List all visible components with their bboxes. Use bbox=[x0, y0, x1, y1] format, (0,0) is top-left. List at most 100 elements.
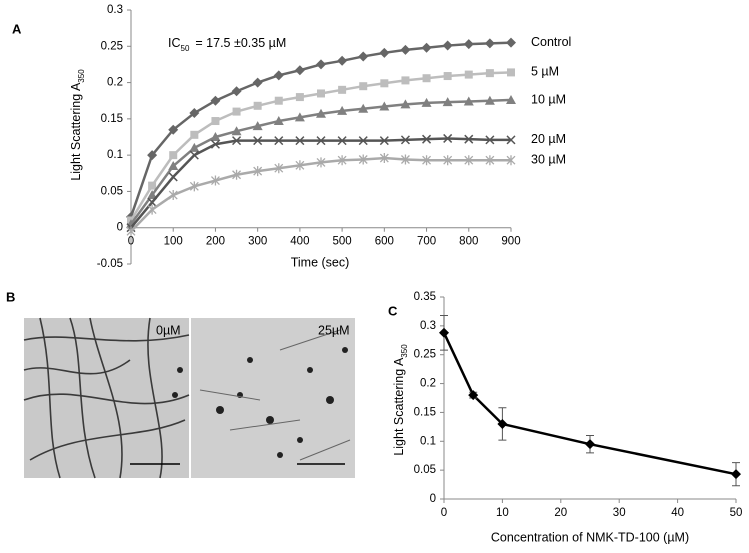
image-label: 25µM bbox=[318, 323, 350, 337]
y-tick-label: 0.2 bbox=[107, 77, 123, 89]
y-axis-label-part: 350 bbox=[77, 69, 86, 83]
marker bbox=[274, 136, 284, 146]
marker bbox=[337, 155, 347, 166]
marker bbox=[463, 96, 474, 106]
marker bbox=[400, 99, 411, 109]
marker bbox=[126, 226, 136, 237]
x-tick-label: 0 bbox=[441, 507, 447, 519]
marker bbox=[485, 69, 494, 78]
marker bbox=[379, 136, 389, 146]
marker bbox=[484, 95, 495, 105]
marker bbox=[506, 94, 516, 104]
x-tick-label: 20 bbox=[554, 507, 567, 519]
x-tick-label: 600 bbox=[375, 236, 394, 248]
x-tick-label: 800 bbox=[459, 236, 478, 248]
marker bbox=[731, 469, 741, 480]
marker bbox=[421, 42, 432, 53]
marker bbox=[274, 96, 283, 105]
marker bbox=[422, 155, 432, 166]
marker bbox=[232, 136, 242, 146]
marker bbox=[507, 68, 515, 77]
marker bbox=[211, 117, 220, 126]
series-label: Control bbox=[531, 35, 571, 49]
marker bbox=[232, 107, 241, 116]
short-fibers bbox=[199, 329, 351, 461]
panel-label: A bbox=[12, 21, 22, 36]
marker bbox=[468, 390, 479, 401]
marker bbox=[338, 85, 347, 94]
annotation-part: = 17.5 ±0.35 µM bbox=[195, 36, 286, 50]
series-line bbox=[130, 156, 511, 233]
micrograph-0 bbox=[24, 318, 189, 478]
marker bbox=[317, 89, 325, 98]
marker bbox=[484, 38, 495, 49]
marker bbox=[294, 65, 305, 76]
marker bbox=[464, 70, 473, 79]
marker bbox=[274, 163, 284, 174]
marker bbox=[273, 70, 284, 81]
y-tick-label: 0.05 bbox=[101, 185, 123, 197]
y-tick-label: 0.3 bbox=[107, 4, 123, 16]
marker bbox=[337, 105, 348, 115]
marker bbox=[506, 135, 516, 145]
series-label: 20 µM bbox=[531, 132, 566, 146]
marker bbox=[210, 132, 221, 141]
x-axis-label: Concentration of NMK-TD-100 (µM) bbox=[491, 530, 689, 544]
y-axis-label: Light Scattering A350 bbox=[392, 344, 408, 456]
marker bbox=[316, 108, 326, 118]
y-tick-label: 0 bbox=[117, 222, 123, 234]
y-tick-label: 0.1 bbox=[107, 149, 123, 161]
marker bbox=[400, 154, 410, 165]
y-axis-label-part: 350 bbox=[400, 344, 409, 358]
y-axis-label-part: Light Scattering A bbox=[392, 357, 406, 456]
marker bbox=[442, 40, 453, 51]
marker bbox=[231, 126, 242, 136]
x-tick-label: 400 bbox=[290, 236, 309, 248]
marker bbox=[168, 190, 178, 201]
marker bbox=[464, 155, 474, 166]
x-axis-label: Time (sec) bbox=[291, 255, 350, 269]
marker bbox=[169, 151, 178, 160]
fibers bbox=[23, 317, 190, 479]
image-label: 0µM bbox=[156, 323, 181, 337]
marker bbox=[506, 155, 516, 166]
marker bbox=[422, 74, 431, 83]
y-tick-label: 0.15 bbox=[414, 406, 436, 418]
marker bbox=[442, 97, 453, 107]
y-tick-label: 0.3 bbox=[420, 320, 436, 332]
series-label: 10 µM bbox=[531, 92, 566, 106]
annotation-part: 50 bbox=[181, 44, 190, 53]
y-tick-label: 0.35 bbox=[414, 291, 436, 303]
marker bbox=[147, 204, 157, 215]
marker bbox=[210, 139, 220, 149]
marker bbox=[168, 124, 179, 135]
marker bbox=[463, 39, 474, 50]
marker bbox=[168, 172, 178, 182]
y-tick-label: 0.25 bbox=[414, 349, 436, 361]
marker bbox=[295, 136, 305, 146]
marker bbox=[485, 155, 495, 166]
marker bbox=[358, 51, 369, 62]
y-tick-label: -0.05 bbox=[97, 258, 123, 270]
marker bbox=[295, 93, 304, 102]
marker bbox=[295, 160, 305, 171]
marker bbox=[189, 142, 200, 152]
x-tick-label: 30 bbox=[613, 507, 626, 519]
marker bbox=[273, 116, 284, 126]
marker bbox=[253, 166, 263, 177]
marker bbox=[422, 134, 432, 144]
x-tick-label: 300 bbox=[248, 236, 267, 248]
annotation-part: IC bbox=[168, 36, 181, 50]
marker bbox=[168, 161, 179, 171]
marker bbox=[253, 136, 263, 146]
micrographs: 0µM 25µM B bbox=[6, 289, 355, 479]
marker bbox=[421, 97, 432, 107]
marker bbox=[189, 181, 199, 192]
marker bbox=[401, 76, 410, 85]
annotation: IC50 = 17.5 ±0.35 µM bbox=[168, 36, 286, 52]
marker bbox=[359, 82, 368, 91]
x-tick-label: 0 bbox=[128, 236, 134, 248]
panel-label: B bbox=[6, 289, 15, 304]
x-tick-label: 500 bbox=[333, 236, 352, 248]
marker bbox=[379, 153, 389, 164]
